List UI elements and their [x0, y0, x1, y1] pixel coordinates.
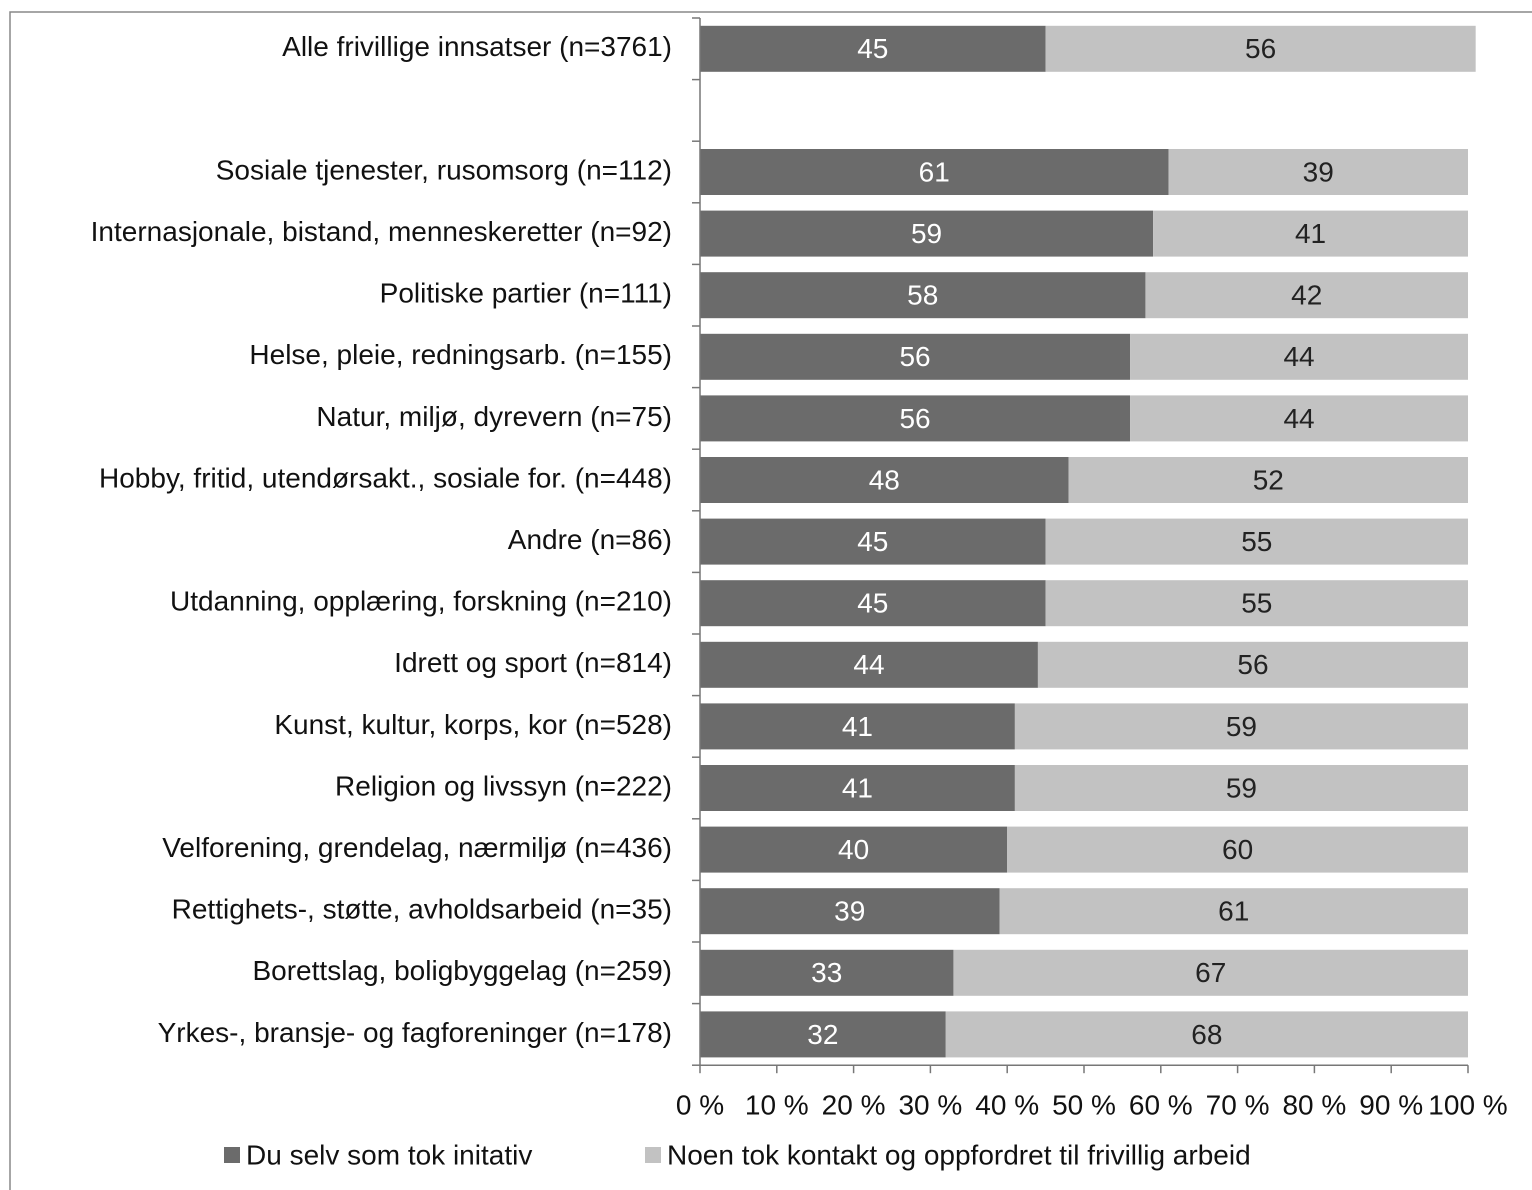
data-label: 55	[1241, 526, 1272, 557]
y-tick-label: Rettighets-, støtte, avholdsarbeid (n=35…	[172, 894, 672, 925]
bar-segment	[953, 949, 1468, 996]
bar-segment	[945, 1011, 1468, 1058]
x-tick-label: 50 %	[1052, 1090, 1116, 1121]
data-label: 59	[1226, 772, 1257, 803]
bar-segment	[700, 949, 954, 996]
bar-segment	[700, 457, 1069, 503]
legend-label: Noen tok kontakt og oppfordret til frivi…	[667, 1139, 1251, 1170]
legend-swatch	[224, 1147, 240, 1163]
bar-segment	[700, 518, 1046, 565]
y-tick-label: Idrett og sport (n=814)	[394, 647, 672, 678]
y-tick-label: Velforening, grendelag, nærmiljø (n=436)	[162, 832, 672, 863]
bar-segment	[1130, 333, 1468, 380]
data-label: 39	[1303, 156, 1334, 187]
bar-segment	[700, 580, 1046, 627]
data-label: 67	[1195, 957, 1226, 988]
data-label: 41	[842, 772, 873, 803]
bar-segment	[700, 333, 1131, 380]
data-label: 52	[1253, 464, 1284, 495]
y-tick-label: Politiske partier (n=111)	[380, 278, 672, 309]
data-label: 45	[857, 526, 888, 557]
data-label: 59	[911, 218, 942, 249]
data-label: 55	[1241, 588, 1272, 619]
bar-segment	[1153, 210, 1468, 257]
data-label: 39	[834, 896, 865, 927]
bar-segment	[1045, 25, 1476, 72]
bar-segment	[999, 888, 1468, 935]
bar-segment	[700, 272, 1146, 319]
bar-segment	[700, 703, 1015, 750]
y-tick-label: Alle frivillige innsatser (n=3761)	[282, 31, 672, 62]
data-label: 41	[842, 711, 873, 742]
bar-segment	[700, 765, 1015, 811]
bar-segment	[700, 826, 1008, 873]
bar-segment	[1037, 641, 1468, 688]
bar-segment	[1068, 457, 1468, 503]
y-tick-label: Borettslag, boligbyggelag (n=259)	[252, 955, 672, 986]
chart-frame	[9, 11, 1532, 1190]
x-tick-label: 0 %	[676, 1090, 724, 1121]
data-label: 44	[1283, 403, 1314, 434]
bar-segment	[1007, 826, 1468, 873]
data-label: 44	[853, 649, 884, 680]
data-label: 56	[1237, 649, 1268, 680]
data-label: 45	[857, 588, 888, 619]
bar-segment	[1168, 149, 1468, 195]
bar-segment	[700, 210, 1154, 257]
y-tick-label: Andre (n=86)	[508, 524, 672, 555]
y-tick-label: Sosiale tjenester, rusomsorg (n=112)	[216, 154, 672, 185]
x-tick-label: 60 %	[1129, 1090, 1193, 1121]
data-label: 56	[899, 341, 930, 372]
data-label: 68	[1191, 1019, 1222, 1050]
data-label: 61	[919, 156, 950, 187]
data-label: 56	[1245, 33, 1276, 64]
data-label: 48	[869, 464, 900, 495]
data-label: 44	[1283, 341, 1314, 372]
y-tick-label: Helse, pleie, redningsarb. (n=155)	[249, 339, 672, 370]
x-tick-label: 70 %	[1206, 1090, 1270, 1121]
data-label: 41	[1295, 218, 1326, 249]
x-tick-label: 100 %	[1428, 1090, 1507, 1121]
x-tick-label: 30 %	[898, 1090, 962, 1121]
bar-segment	[700, 395, 1131, 442]
bar-segment	[1014, 765, 1468, 811]
bar-segment	[1045, 518, 1468, 565]
data-label: 61	[1218, 896, 1249, 927]
y-tick-label: Yrkes-, bransje- og fagforeninger (n=178…	[158, 1017, 672, 1048]
y-tick-label: Religion og livssyn (n=222)	[335, 770, 672, 801]
data-label: 45	[857, 33, 888, 64]
data-label: 40	[838, 834, 869, 865]
bar-segment	[700, 149, 1169, 195]
data-label: 33	[811, 957, 842, 988]
y-tick-label: Hobby, fritid, utendørsakt., sosiale for…	[99, 462, 672, 493]
y-tick-label: Utdanning, opplæring, forskning (n=210)	[170, 586, 672, 617]
y-tick-label: Internasjonale, bistand, menneskeretter …	[91, 216, 672, 247]
legend-label: Du selv som tok initativ	[246, 1139, 532, 1170]
x-tick-label: 10 %	[745, 1090, 809, 1121]
data-label: 42	[1291, 280, 1322, 311]
data-label: 60	[1222, 834, 1253, 865]
legend-swatch	[645, 1147, 661, 1163]
x-tick-label: 90 %	[1359, 1090, 1423, 1121]
data-label: 58	[907, 280, 938, 311]
y-tick-label: Natur, miljø, dyrevern (n=75)	[316, 401, 672, 432]
x-tick-label: 40 %	[975, 1090, 1039, 1121]
x-tick-label: 20 %	[822, 1090, 886, 1121]
data-label: 56	[899, 403, 930, 434]
x-tick-label: 80 %	[1282, 1090, 1346, 1121]
bar-segment	[1145, 272, 1468, 319]
bar-segment	[1045, 580, 1468, 627]
y-tick-label: Kunst, kultur, korps, kor (n=528)	[274, 709, 672, 740]
bar-segment	[700, 25, 1046, 72]
bar-segment	[1014, 703, 1468, 750]
data-label: 59	[1226, 711, 1257, 742]
data-label: 32	[807, 1019, 838, 1050]
bar-segment	[700, 888, 1000, 935]
bar-segment	[700, 1011, 946, 1058]
bar-segment	[700, 641, 1038, 688]
bar-segment	[1130, 395, 1468, 442]
